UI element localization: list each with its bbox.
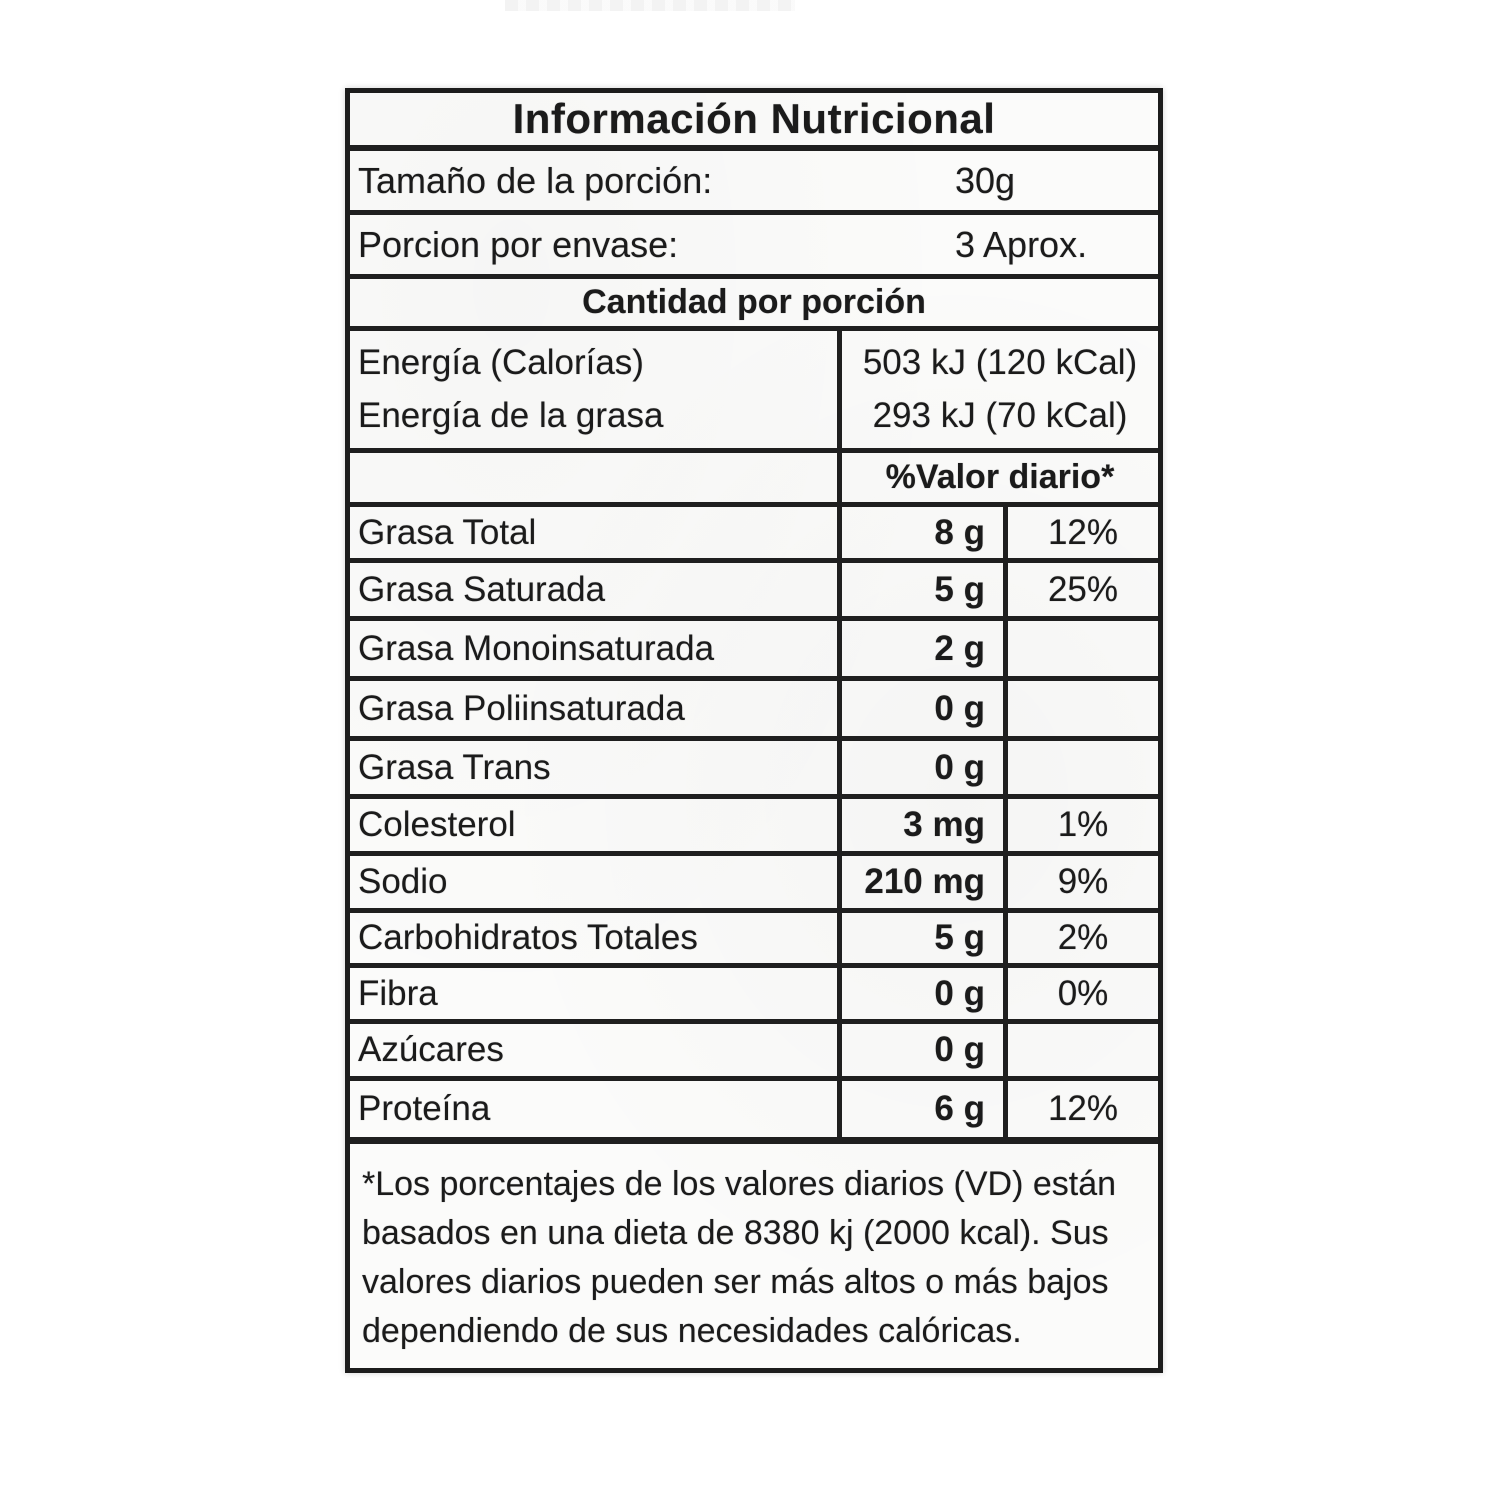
nutrient-amount: 0 g — [842, 741, 1008, 794]
serving-size-label: Tamaño de la porción: — [358, 159, 713, 201]
nutrient-dv — [1008, 741, 1158, 794]
label-title: Información Nutricional — [512, 95, 996, 142]
nutrient-name: Proteína — [350, 1081, 842, 1137]
energy-calories-label: Energía (Calorías) — [358, 343, 644, 383]
cutoff-print-smudge — [505, 0, 795, 11]
nutrient-name: Grasa Monoinsaturada — [350, 621, 842, 676]
energy-calories-value: 503 kJ (120 kCal) — [862, 343, 1138, 383]
nutrient-row-azucares: Azúcares 0 g — [350, 1024, 1158, 1081]
nutrient-row-fibra: Fibra 0 g 0% — [350, 968, 1158, 1024]
nutrient-amount: 8 g — [842, 507, 1008, 558]
nutrient-amount: 2 g — [842, 621, 1008, 676]
nutrient-amount: 0 g — [842, 1024, 1008, 1076]
nutrient-amount: 6 g — [842, 1081, 1008, 1137]
nutrient-amount: 0 g — [842, 681, 1008, 736]
servings-per-container-row: Porcion por envase: 3 Aprox. — [350, 215, 1158, 279]
nutrient-row-sodio: Sodio 210 mg 9% — [350, 856, 1158, 913]
nutrient-row-grasa-poliinsaturada: Grasa Poliinsaturada 0 g — [350, 681, 1158, 741]
nutrition-label: Información Nutricional Tamaño de la por… — [345, 88, 1163, 1373]
nutrient-row-grasa-saturada: Grasa Saturada 5 g 25% — [350, 563, 1158, 621]
nutrient-name: Grasa Saturada — [350, 563, 842, 616]
nutrient-dv: 9% — [1057, 862, 1109, 901]
nutrient-amount: 0 g — [842, 968, 1008, 1019]
nutrient-dv: 12% — [1047, 1089, 1119, 1128]
nutrient-dv — [1008, 681, 1158, 736]
energy-fat-label: Energía de la grasa — [358, 395, 664, 435]
nutrient-name: Grasa Trans — [350, 741, 842, 794]
nutrient-dv: 2% — [1057, 918, 1109, 957]
nutrient-row-colesterol: Colesterol 3 mg 1% — [350, 799, 1158, 856]
amount-per-serving-heading: Cantidad por porción — [582, 283, 926, 321]
nutrient-name: Azúcares — [350, 1024, 842, 1076]
daily-value-footnote: *Los porcentajes de los valores diarios … — [362, 1165, 1117, 1350]
nutrient-dv: 12% — [1047, 512, 1119, 552]
energy-block: Energía (Calorías) Energía de la grasa 5… — [350, 331, 1158, 453]
nutrient-amount: 5 g — [842, 913, 1008, 963]
nutrient-dv — [1008, 1024, 1158, 1076]
nutrient-amount: 3 mg — [842, 799, 1008, 851]
nutrient-amount: 210 mg — [842, 856, 1008, 908]
nutrient-dv — [1008, 621, 1158, 676]
label-title-row: Información Nutricional — [350, 93, 1158, 151]
daily-value-header: %Valor diario* — [885, 458, 1115, 496]
servings-per-container-value: 3 Aprox. — [955, 223, 1088, 265]
nutrient-name: Fibra — [350, 968, 842, 1019]
nutrient-name: Sodio — [350, 856, 842, 908]
nutrient-name: Grasa Poliinsaturada — [350, 681, 842, 736]
serving-size-row: Tamaño de la porción: 30g — [350, 151, 1158, 215]
nutrient-name: Colesterol — [350, 799, 842, 851]
nutrient-dv: 0% — [1057, 973, 1109, 1013]
daily-value-header-spacer — [350, 453, 842, 502]
nutrient-row-grasa-monoinsaturada: Grasa Monoinsaturada 2 g — [350, 621, 1158, 681]
nutrient-row-grasa-trans: Grasa Trans 0 g — [350, 741, 1158, 799]
energy-fat-value: 293 kJ (70 kCal) — [872, 395, 1128, 435]
energy-labels: Energía (Calorías) Energía de la grasa — [350, 331, 842, 448]
serving-size-value: 30g — [955, 159, 1016, 201]
daily-value-header-row: %Valor diario* — [350, 453, 1158, 507]
nutrient-dv: 25% — [1047, 569, 1119, 609]
amount-per-serving-row: Cantidad por porción — [350, 279, 1158, 331]
nutrient-row-proteina: Proteína 6 g 12% — [350, 1081, 1158, 1144]
nutrient-row-carbohidratos: Carbohidratos Totales 5 g 2% — [350, 913, 1158, 968]
nutrient-name: Grasa Total — [350, 507, 842, 558]
nutrient-row-grasa-total: Grasa Total 8 g 12% — [350, 507, 1158, 563]
servings-per-container-label: Porcion por envase: — [358, 223, 679, 265]
nutrient-amount: 5 g — [842, 563, 1008, 616]
energy-values: 503 kJ (120 kCal) 293 kJ (70 kCal) — [842, 331, 1158, 448]
nutrient-dv: 1% — [1057, 805, 1109, 844]
nutrient-name: Carbohidratos Totales — [350, 913, 842, 963]
